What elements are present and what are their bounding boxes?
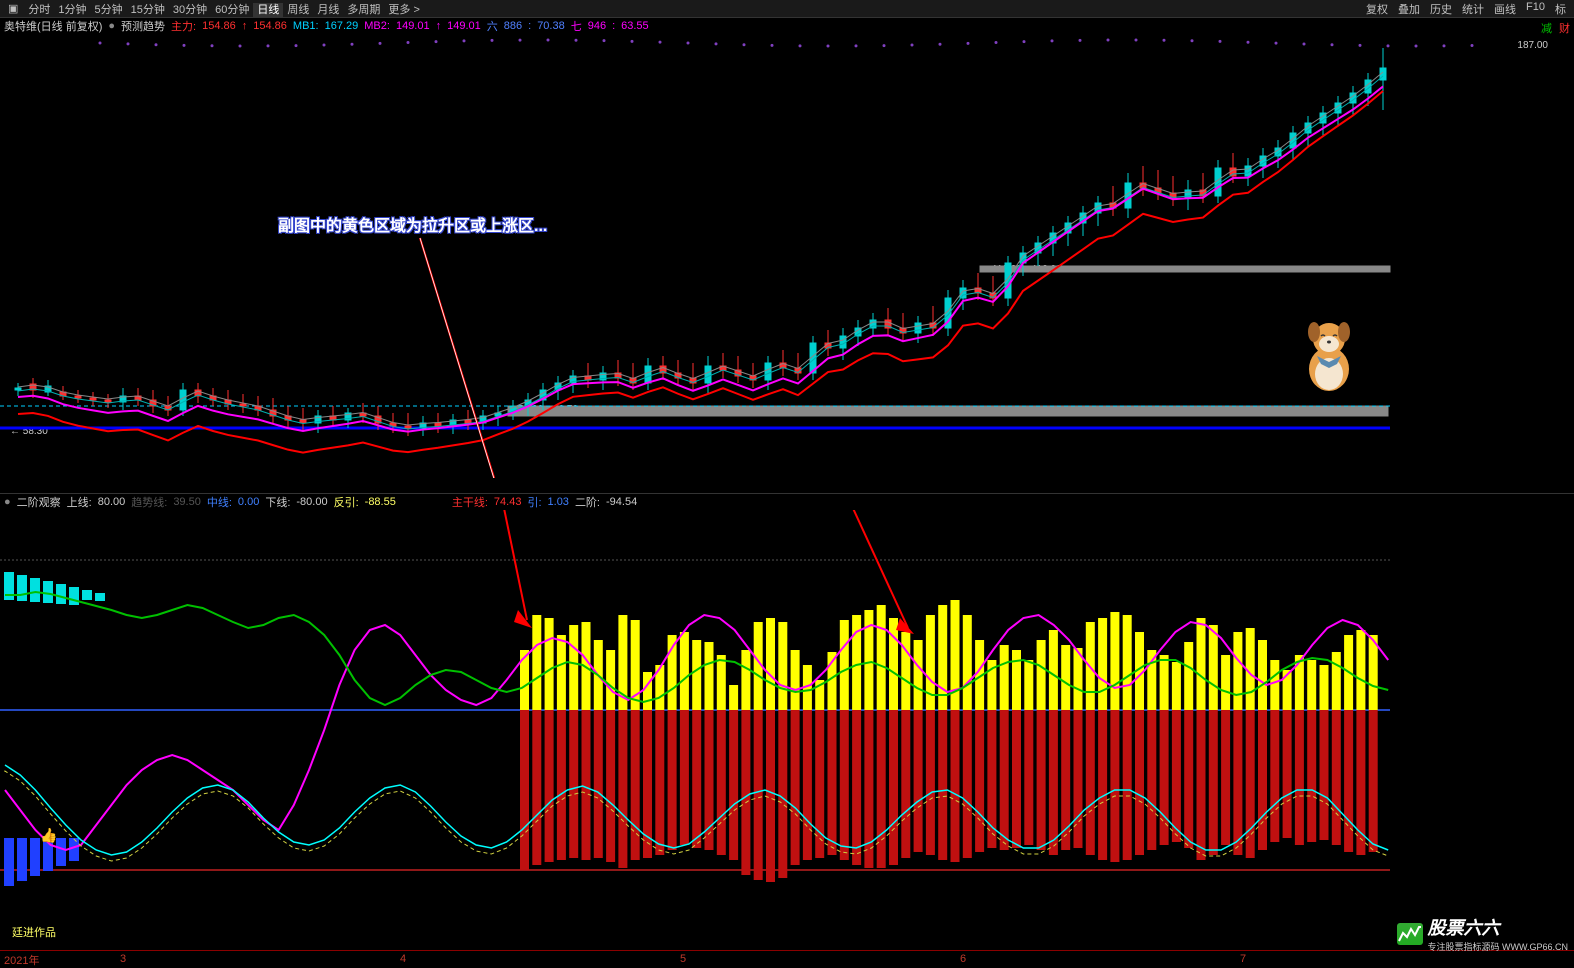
timeframe-15分钟[interactable]: 15分钟 <box>127 3 169 17</box>
tool-历史[interactable]: 历史 <box>1426 0 1456 18</box>
time-axis: 2021年 34567 <box>0 950 1574 968</box>
tool-叠加[interactable]: 叠加 <box>1394 0 1424 18</box>
tool-标[interactable]: 标 <box>1551 0 1570 18</box>
timeframe-更多 >[interactable]: 更多 > <box>384 3 423 17</box>
timeframe-多周期[interactable]: 多周期 <box>343 3 384 17</box>
timeframe-日线[interactable]: 日线 <box>253 3 283 17</box>
month-label: 7 <box>1240 953 1246 965</box>
toolbar-icon[interactable]: ▣ <box>4 1 22 16</box>
watermark-logo-icon <box>1397 923 1423 945</box>
timeframe-5分钟[interactable]: 5分钟 <box>91 3 127 17</box>
tool-画线[interactable]: 画线 <box>1490 0 1520 18</box>
timeframe-分时[interactable]: 分时 <box>24 3 54 17</box>
sub-info-bar: ● 二阶观察 上线: 80.00 趋势线: 39.50 中线: 0.00 下线:… <box>0 494 1574 510</box>
sub-chart[interactable]: 廷进作品 $👍 <box>0 510 1574 950</box>
timeframe-60分钟[interactable]: 60分钟 <box>211 3 253 17</box>
timeframe-月线[interactable]: 月线 <box>313 3 343 17</box>
timeframe-1分钟[interactable]: 1分钟 <box>54 3 90 17</box>
month-label: 4 <box>400 953 406 965</box>
sub-name: 二阶观察 <box>17 494 61 510</box>
timeframe-30分钟[interactable]: 30分钟 <box>169 3 211 17</box>
toolbar-right: 复权叠加历史统计画线F10标 <box>1362 0 1570 18</box>
timeframe-周线[interactable]: 周线 <box>283 3 313 17</box>
month-label: 3 <box>120 953 126 965</box>
watermark: 股票六六 专注股票指标源码 WWW.GP66.CN <box>1397 914 1568 953</box>
month-label: 5 <box>680 953 686 965</box>
main-chart[interactable]: 副图中的黄色区域为拉升区或上涨区... 187.00 112.88→113.93… <box>0 34 1574 494</box>
timeframe-toolbar: ▣ 分时1分钟5分钟15分钟30分钟60分钟日线周线月线多周期更多 > 复权叠加… <box>0 0 1574 18</box>
annotation-text: 副图中的黄色区域为拉升区或上涨区... <box>278 212 547 236</box>
svg-text:👍: 👍 <box>40 827 57 844</box>
tool-统计[interactable]: 统计 <box>1458 0 1488 18</box>
mascot-icon <box>1299 314 1359 394</box>
toolbar-left: ▣ 分时1分钟5分钟15分钟30分钟60分钟日线周线月线多周期更多 > <box>4 1 424 17</box>
tool-F10[interactable]: F10 <box>1522 0 1549 18</box>
month-label: 6 <box>960 953 966 965</box>
tool-复权[interactable]: 复权 <box>1362 0 1392 18</box>
